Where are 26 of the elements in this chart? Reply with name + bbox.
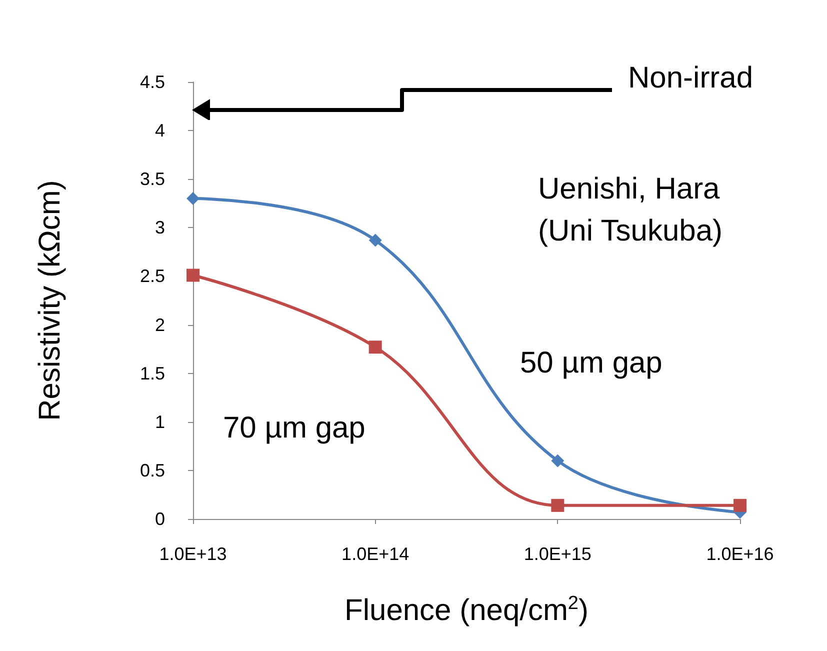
point (551, 498, 564, 512)
y-tick-label: 1.5 (140, 363, 165, 384)
point (186, 268, 200, 282)
y-tick-label: 3 (154, 218, 165, 238)
point (368, 340, 382, 354)
series-label: 70 µm gap (223, 412, 366, 444)
y-tick-label: 0.5 (140, 460, 165, 480)
point (368, 234, 382, 247)
point (734, 498, 746, 512)
annotation: Non-irrad (628, 62, 754, 94)
annotation: Uenishi, Hara (Uni Tsukuba) (538, 172, 723, 248)
x-tick-label: 1.0E+15 (524, 544, 592, 564)
y-tick-label: 4.5 (140, 72, 165, 92)
y-axis-title: Resistivity (kΩcm) (34, 180, 66, 421)
y-tick-label: 4 (154, 120, 165, 141)
point (186, 192, 200, 206)
point (551, 454, 564, 468)
y-tick-label: 0 (154, 509, 165, 529)
x-tick-label: 1.0E+14 (342, 544, 410, 564)
y-tick-label: 3.5 (140, 169, 165, 190)
x-tick-label: 1.0E+16 (706, 544, 774, 564)
series-label: 50 µm gap (520, 346, 662, 380)
y-tick-label: 2.5 (140, 266, 165, 286)
y-tick-label: 1 (154, 412, 165, 432)
x-tick-label: 1.0E+13 (159, 544, 227, 564)
y-tick-label: 2 (154, 314, 165, 335)
